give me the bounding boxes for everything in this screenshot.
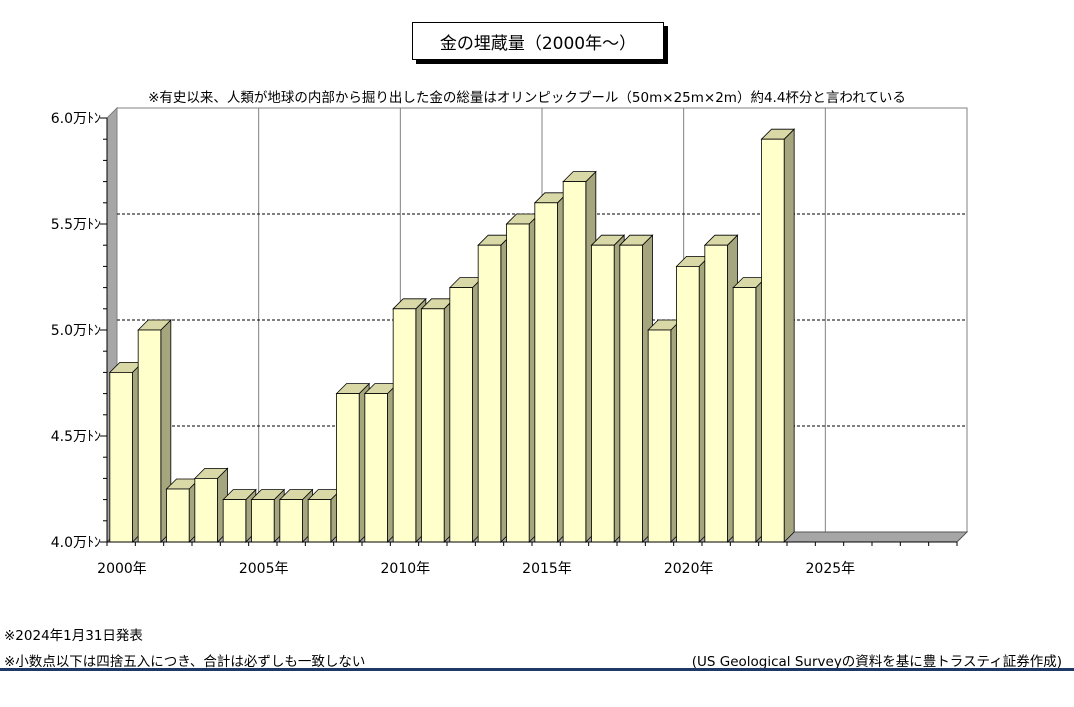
y-tick-label: 4.0万ﾄﾝ [51,535,101,551]
bar [307,488,342,543]
date-note: ※2024年1月31日発表 [4,628,143,644]
bar-front [534,202,558,543]
bar-front [761,138,785,543]
bar-front [166,488,190,543]
axes-layer: 4.0万ﾄﾝ 4.5万ﾄﾝ 5.0万ﾄﾝ 5.5万ﾄﾝ 6.0万ﾄﾝ 2000年 2005年… [51,111,958,577]
x-tick-label: 2005年 [239,561,289,577]
bar [590,234,626,543]
rounding-note: ※小数点以下は四捨五入につき、合計は必ずしも一致しない [4,654,366,670]
bar-chart: 4.0万ﾄﾝ 4.5万ﾄﾝ 5.0万ﾄﾝ 5.5万ﾄﾝ 6.0万ﾄﾝ 2000年 2005年… [51,106,969,577]
bar-front [109,371,133,543]
source-note: (US Geological Surveyの資料を基に豊トラスティ証券作成) [691,654,1062,670]
bar [193,467,229,543]
bar-front [336,393,360,543]
bar-front [137,329,162,543]
bar [703,234,739,543]
bar [760,128,796,543]
bar [618,234,654,543]
bar [392,297,427,543]
bar [448,276,484,543]
bar-front [704,244,728,543]
chart-title: 金の埋蔵量（2000年～） [412,22,664,60]
bar [335,382,371,543]
bar-front [676,265,700,543]
bar-front [392,308,417,543]
bar-front [591,244,615,543]
x-tick-label: 2015年 [522,561,572,577]
bar-front [222,499,247,543]
bar-front [251,499,275,543]
bar-side [783,128,795,543]
x-tick-label: 2020年 [664,561,714,577]
bar [732,276,767,543]
bar-front [194,477,218,543]
bar [562,170,597,543]
y-tick-label: 6.0万ﾄﾝ [51,111,101,127]
bar [505,213,541,543]
bar [477,234,512,543]
bar [647,319,682,543]
bar-front [279,499,303,543]
bar [675,255,711,543]
bar-front [421,308,445,543]
bar [137,319,172,543]
y-tick-label: 5.0万ﾄﾝ [51,323,101,339]
bar-front [562,181,587,543]
bar-front [307,499,332,543]
bar [250,488,286,543]
y-tick-label: 5.5万ﾄﾝ [51,217,101,233]
bar-front [619,244,643,543]
bottom-rule [0,668,1074,671]
y-tick-label: 4.5万ﾄﾝ [51,429,101,445]
bar-front [732,287,757,543]
bar [278,488,314,543]
bar-front [364,393,388,543]
bar-front [449,287,473,543]
bar [165,478,201,543]
x-tick-label: 2025年 [806,561,856,577]
bars-layer [108,128,796,543]
chart-subtitle: ※有史以来、人類が地球の内部から掘り出した金の総量はオリンピックプール（50m×… [148,90,906,106]
x-tick-label: 2000年 [97,561,147,577]
bar [108,361,144,543]
bar [363,382,399,543]
bar-front [506,223,530,543]
bar [420,297,456,543]
bar-front [647,329,672,543]
bar-front [477,244,502,543]
bar [222,488,257,543]
bar [533,191,569,543]
x-tick-label: 2010年 [381,561,431,577]
